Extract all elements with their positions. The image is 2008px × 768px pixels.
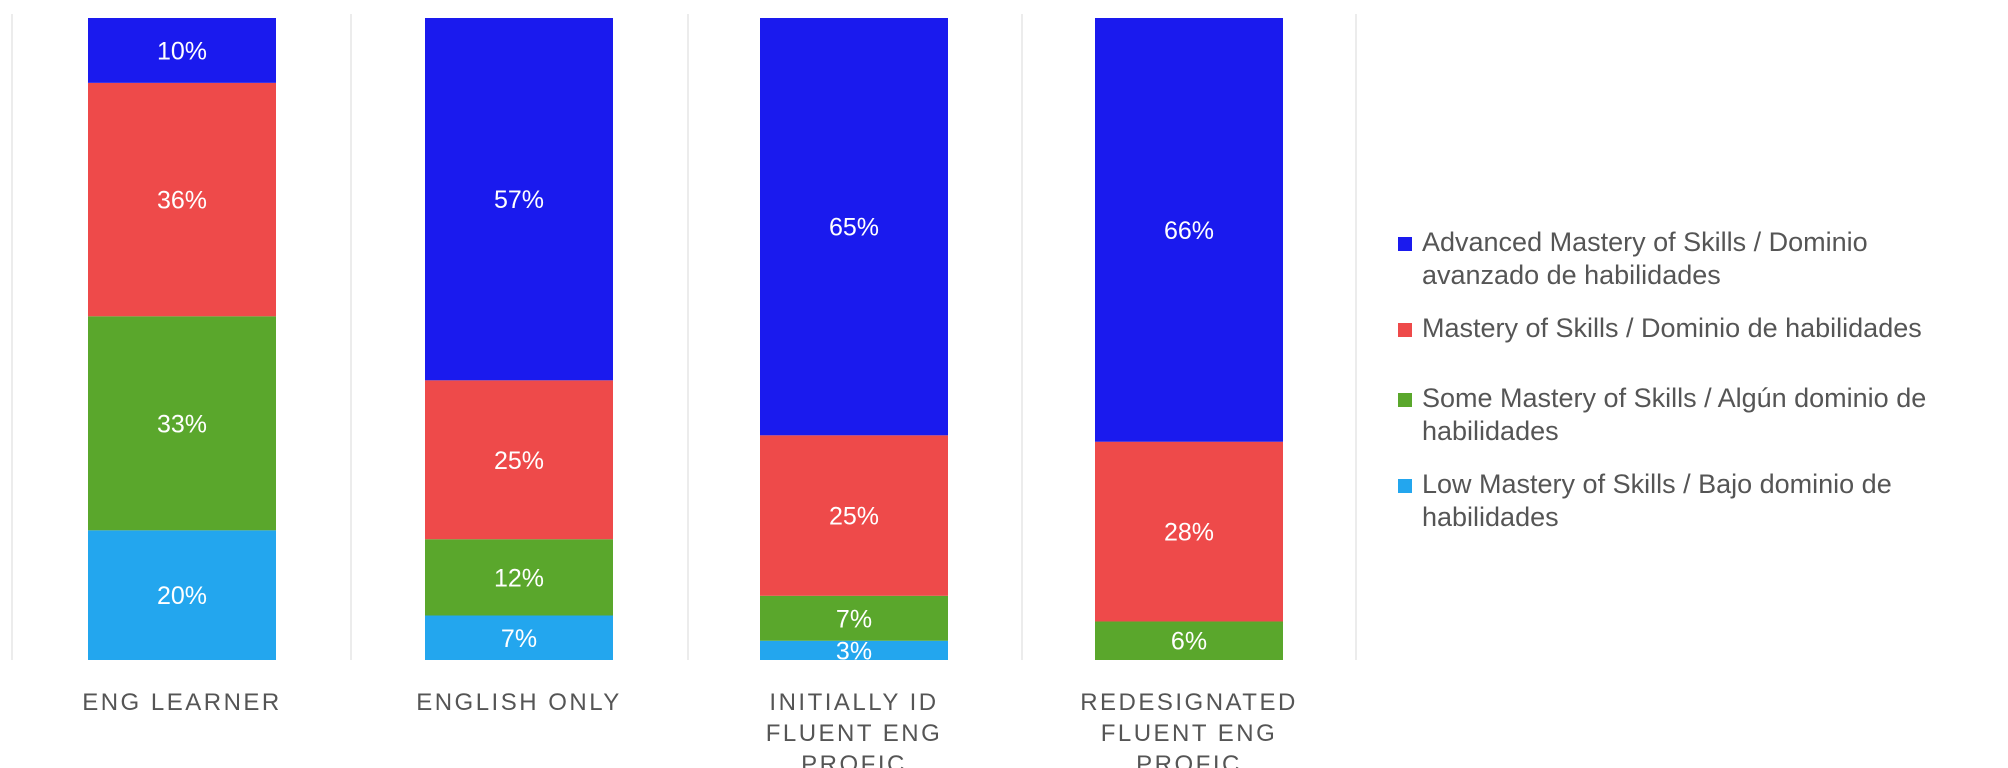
legend-label: avanzado de habilidades xyxy=(1422,260,1721,290)
legend-swatch xyxy=(1398,479,1412,493)
bar-segment xyxy=(760,640,948,660)
category-label: FLUENT ENG xyxy=(766,720,943,747)
category-label: REDESIGNATED xyxy=(1080,689,1298,716)
legend-label: habilidades xyxy=(1422,416,1559,446)
bar-segment xyxy=(88,530,276,660)
legend-label: Low Mastery of Skills / Bajo dominio de xyxy=(1422,469,1892,499)
bar-segment xyxy=(1095,621,1283,660)
legend-swatch xyxy=(1398,393,1412,407)
data-label: 10% xyxy=(157,37,207,65)
legend-label: Mastery of Skills / Dominio de habilidad… xyxy=(1422,313,1922,343)
bar-segment xyxy=(88,18,276,83)
data-label: 7% xyxy=(501,625,537,653)
data-label: 28% xyxy=(1164,519,1214,547)
data-label: 12% xyxy=(494,564,544,592)
chart-legend: Advanced Mastery of Skills / Dominio avan… xyxy=(1395,226,2005,534)
chart-plot-area: 20% 33% 36% 10% ENG LEARNER 7% 12% 25% 57% ENGLIS… xyxy=(11,14,1357,768)
category-label: PROFIC xyxy=(801,751,907,768)
bar-segment xyxy=(425,18,613,381)
data-label: 65% xyxy=(829,214,879,242)
bar-segment xyxy=(88,82,276,317)
bar-segment xyxy=(425,539,613,616)
bar-segment xyxy=(88,316,276,531)
data-label: 25% xyxy=(494,447,544,475)
bar-segment xyxy=(425,615,613,660)
legend-item: Advanced Mastery of Skills / Dominio avan… xyxy=(1395,226,2005,292)
data-label: 33% xyxy=(157,410,207,438)
legend-label: habilidades xyxy=(1422,502,1559,532)
legend-item: Mastery of Skills / Dominio de habilidad… xyxy=(1395,312,2005,345)
category-label: INITIALLY ID xyxy=(769,689,938,716)
bar-segment xyxy=(1095,18,1283,442)
bar-segment xyxy=(760,18,948,436)
data-label: 36% xyxy=(157,187,207,215)
bar-segment xyxy=(760,595,948,641)
legend-swatch xyxy=(1398,323,1412,337)
data-label: 6% xyxy=(1171,628,1207,656)
category-label: ENG LEARNER xyxy=(82,689,282,716)
category-label: FLUENT ENG xyxy=(1101,720,1278,747)
legend-label: Some Mastery of Skills / Algún dominio d… xyxy=(1422,383,1927,413)
legend-item: Some Mastery of Skills / Algún dominio d… xyxy=(1395,382,2005,448)
legend-item: Low Mastery of Skills / Bajo dominio de h… xyxy=(1395,468,2005,534)
category-label: PROFIC xyxy=(1136,751,1242,768)
data-label: 20% xyxy=(157,582,207,610)
data-label: 57% xyxy=(494,186,544,214)
data-label: 25% xyxy=(829,503,879,531)
data-label: 3% xyxy=(836,637,872,665)
bar-segment xyxy=(1095,441,1283,622)
category-label: ENGLISH ONLY xyxy=(416,689,622,716)
data-label: 66% xyxy=(1164,217,1214,245)
legend-label: Advanced Mastery of Skills / Dominio xyxy=(1422,227,1868,257)
legend-swatch xyxy=(1398,237,1412,251)
stacked-bar-chart: 20% 33% 36% 10% ENG LEARNER 7% 12% 25% 57% ENGLIS… xyxy=(11,14,1357,768)
bar-segment xyxy=(425,380,613,540)
bar-segment xyxy=(760,435,948,596)
data-label: 7% xyxy=(836,605,872,633)
